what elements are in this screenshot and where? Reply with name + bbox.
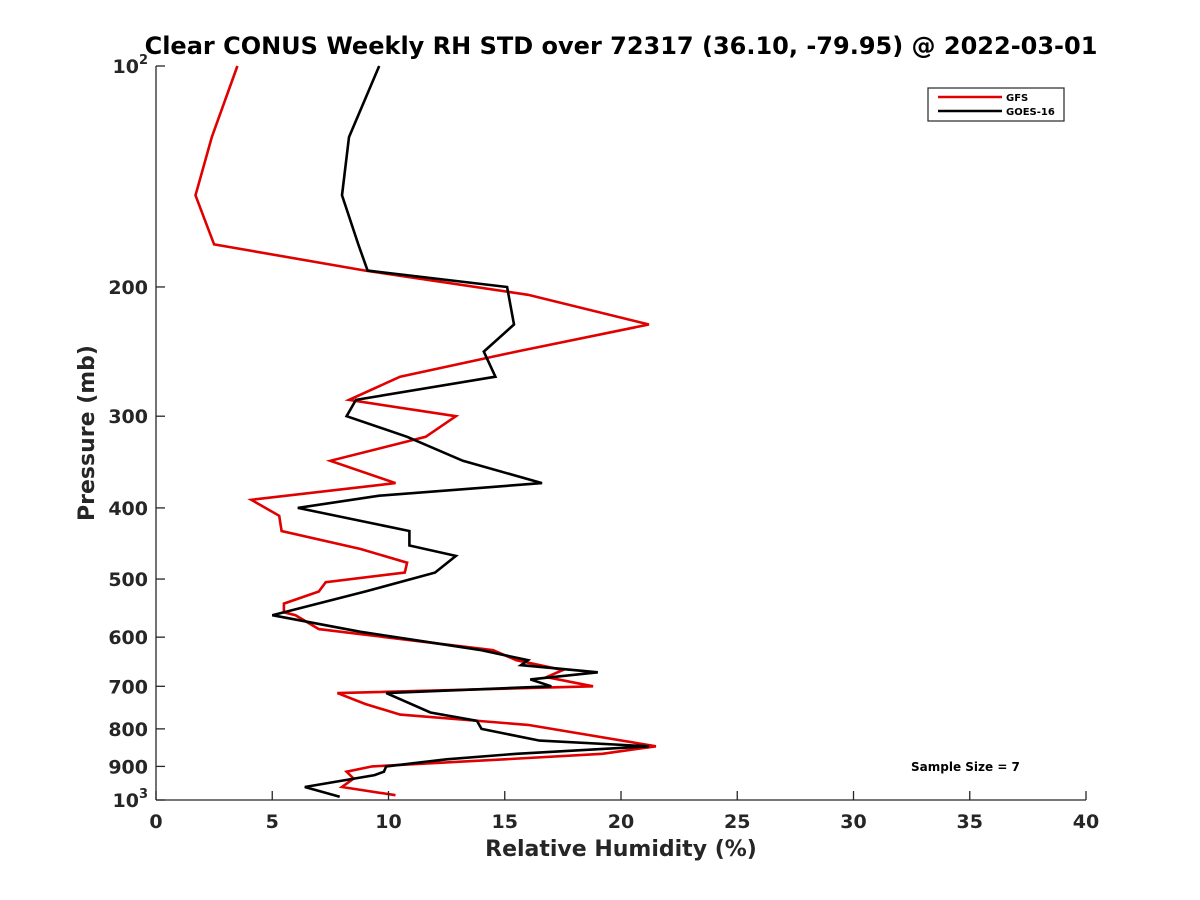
x-tick-label: 15: [492, 811, 518, 833]
legend-label-gfs: GFS: [1006, 93, 1028, 104]
x-ticks: 0 5 10 15 20 25 30 35 40: [149, 791, 1099, 833]
sample-size-annotation: Sample Size = 7: [911, 760, 1020, 774]
series-line-goes-16: [271, 65, 649, 799]
x-tick-label: 10: [375, 811, 401, 833]
y-tick-label: 600: [108, 627, 148, 649]
legend: GFS GOES-16: [927, 87, 1065, 122]
x-tick-label: 0: [149, 811, 162, 833]
y-tick-label: 800: [108, 719, 148, 741]
y-tick-exponent: 2: [139, 53, 148, 68]
legend-label-goes-16: GOES-16: [1006, 107, 1055, 118]
x-tick-label: 30: [840, 811, 866, 833]
x-tick-label: 25: [724, 811, 750, 833]
series-line-gfs: [194, 65, 657, 797]
y-tick-label: 200: [108, 277, 148, 299]
y-tick-exponent: 3: [139, 787, 148, 802]
legend-box: [927, 87, 1065, 122]
y-tick-label: 300: [108, 406, 148, 428]
series-layer: [194, 65, 657, 799]
x-tick-label: 5: [266, 811, 279, 833]
y-tick-label: 700: [108, 676, 148, 698]
x-axis-label: Relative Humidity (%): [485, 837, 757, 862]
x-tick-label: 35: [957, 811, 983, 833]
y-axis-label: Pressure (mb): [75, 345, 100, 521]
x-tick-label: 40: [1073, 811, 1099, 833]
plot-area: [156, 66, 1086, 800]
y-tick-label: 400: [108, 498, 148, 520]
y-tick-label: 900: [108, 756, 148, 778]
chart-title: Clear CONUS Weekly RH STD over 72317 (36…: [145, 32, 1098, 60]
x-tick-label: 20: [608, 811, 634, 833]
y-tick-label: 500: [108, 569, 148, 591]
